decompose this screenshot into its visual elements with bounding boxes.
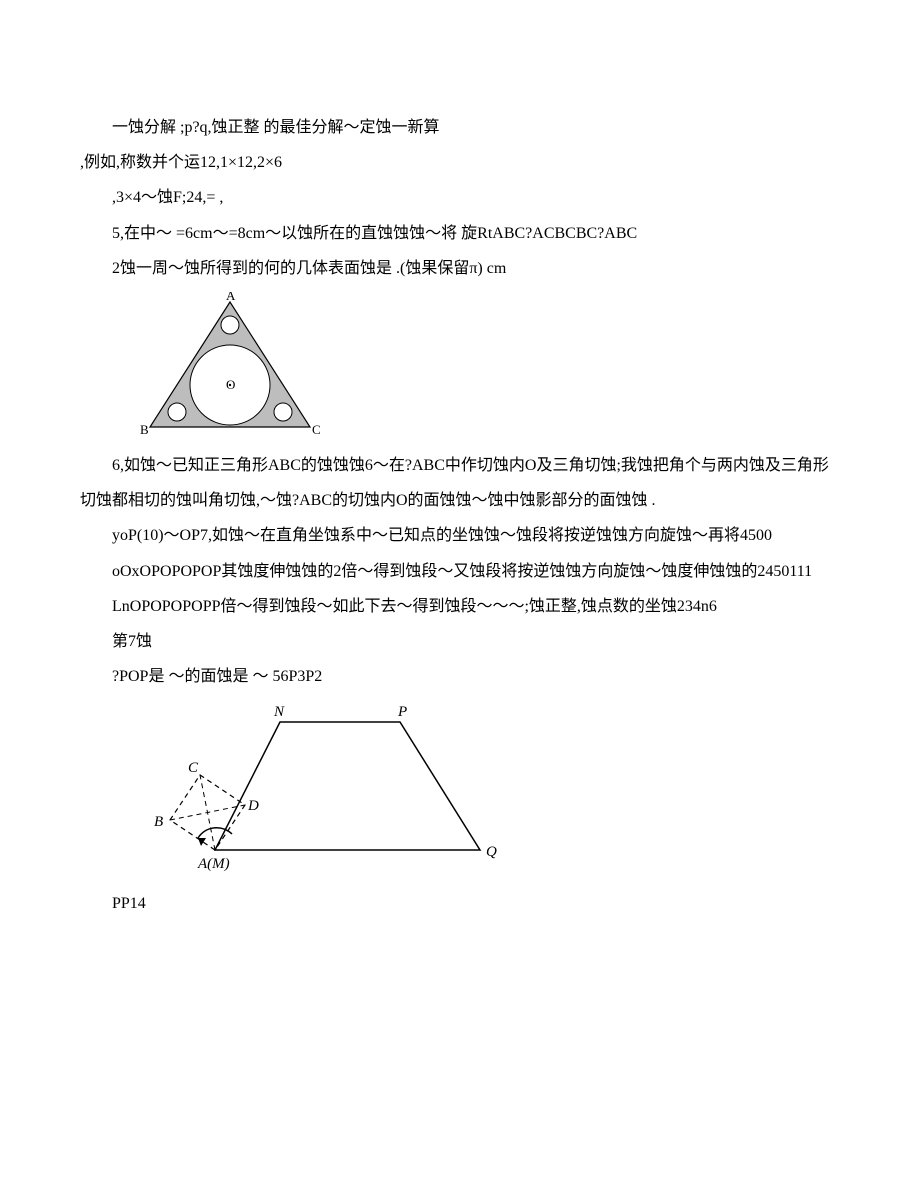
label-n: N [273, 704, 285, 720]
figure-trapezoid-rotation: N P Q A(M) B C D [140, 700, 520, 880]
text-line-7: yoP(10)～OP7,如蚀～在直角坐蚀系中～已知点的坐蚀蚀～蚀段将按逆蚀蚀方向… [80, 518, 840, 553]
text-line-6: 6,如蚀～已知正三角形ABC的蚀蚀蚀6～在?ABC中作切蚀内O及三角切蚀;我蚀把… [80, 448, 840, 518]
label-p: P [397, 704, 407, 720]
label-a-m: A(M) [197, 856, 230, 872]
label-b: B [154, 814, 163, 830]
text-line-10: 第7蚀 [80, 624, 840, 659]
text-line-12: PP14 [80, 886, 840, 921]
label-d: D [247, 798, 259, 814]
text-line-9: LnOPOPOPOPP倍～得到蚀段～如此下去～得到蚀段～～～;蚀正整,蚀点数的坐… [80, 589, 840, 624]
rotation-arc [198, 828, 232, 838]
label-c: C [312, 422, 320, 437]
label-c: C [188, 760, 199, 776]
corner-circle-right [274, 403, 292, 421]
corner-circle-left [168, 403, 186, 421]
text-line-4: 5,在中～ =6cm～=8cm～以蚀所在的直蚀蚀蚀～将 旋RtABC?ACBCB… [80, 216, 840, 251]
text-line-1: 一蚀分解 ;p?q,蚀正整 的最佳分解～定蚀一新算 [80, 110, 840, 145]
corner-circle-top [221, 316, 239, 334]
text-line-8: oOxOPOPOPOP其蚀度伸蚀蚀的2倍～得到蚀段～又蚀段将按逆蚀蚀方向旋蚀～蚀… [80, 554, 840, 589]
center-dot [229, 384, 231, 386]
arrow-head-icon [198, 838, 206, 846]
label-a: A [226, 292, 236, 303]
figure-triangle-circles: A B C O [140, 292, 320, 442]
label-b: B [140, 422, 149, 437]
label-q: Q [486, 844, 497, 860]
text-line-11: ?POP是 ～的面蚀是 ～ 56P3P2 [80, 659, 840, 694]
trapezoid-npqm [215, 722, 480, 850]
text-line-5: 2蚀一周～蚀所得到的何的几体表面蚀是 .(蚀果保留π) cm [80, 251, 840, 286]
page: 一蚀分解 ;p?q,蚀正整 的最佳分解～定蚀一新算 ,例如,称数并个运12,1×… [0, 0, 920, 1191]
text-line-2: ,例如,称数并个运12,1×12,2×6 [80, 145, 840, 180]
text-line-3: ,3×4～蚀F;24,= , [80, 180, 840, 215]
